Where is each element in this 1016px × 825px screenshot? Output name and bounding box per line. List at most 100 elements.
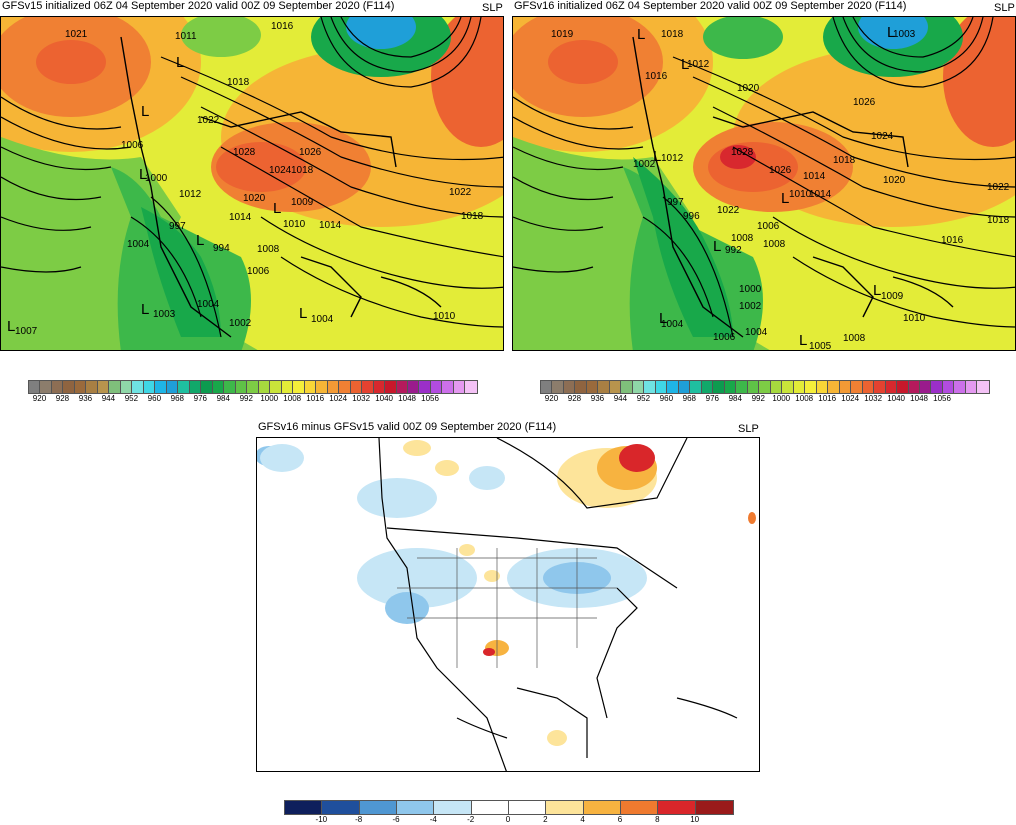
svg-text:L: L: [659, 310, 667, 327]
svg-text:1016: 1016: [271, 21, 294, 32]
variable-label-diff: SLP: [738, 423, 759, 435]
svg-text:L: L: [873, 282, 881, 299]
colorbar-tick-label: 0: [505, 815, 511, 824]
svg-text:1004: 1004: [661, 319, 684, 330]
colorbar-swatch: [874, 381, 886, 393]
slp-map-gfsv15-svg: 1021 1011 1016 1018 1022 1006 1000 1012 …: [1, 17, 503, 350]
colorbar-swatch: [965, 381, 978, 393]
colorbar-swatch: [270, 381, 282, 393]
colorbar-swatch: [359, 801, 397, 814]
svg-text:1014: 1014: [229, 212, 252, 223]
colorbar-tick-label: -10: [315, 815, 328, 824]
colorbar-tick-label: 984: [728, 394, 742, 403]
svg-text:1019: 1019: [551, 29, 574, 40]
colorbar-swatch: [598, 381, 610, 393]
colorbar-tick-label: 944: [101, 394, 116, 403]
colorbar-swatch: [839, 381, 852, 393]
colorbar-tick-label: 1008: [795, 394, 814, 403]
colorbar-swatch: [828, 381, 840, 393]
colorbar-tick-label: 1048: [910, 394, 928, 403]
svg-text:1008: 1008: [763, 239, 786, 250]
svg-text:1026: 1026: [853, 97, 876, 108]
colorbar-tick-label: 952: [636, 394, 651, 403]
colorbar-swatch: [453, 381, 466, 393]
colorbar-tick-label: 944: [613, 394, 628, 403]
colorbar-tick-label: -8: [355, 815, 363, 824]
colorbar-tick-label: 1040: [375, 394, 393, 403]
colorbar-tick-label: 960: [147, 394, 162, 403]
panel-title-gfsv16: GFSv16 initialized 06Z 04 September 2020…: [514, 0, 907, 12]
svg-text:1011: 1011: [175, 31, 197, 42]
colorbar-swatch: [316, 381, 328, 393]
svg-text:1010: 1010: [283, 219, 306, 230]
colorbar-swatch: [644, 381, 656, 393]
colorbar-swatch: [977, 381, 989, 393]
colorbar-tick-label: 1032: [864, 394, 883, 403]
colorbar-swatch: [373, 381, 386, 393]
svg-text:1018: 1018: [291, 165, 314, 176]
colorbar-swatch: [701, 381, 714, 393]
colorbar-swatch: [851, 381, 863, 393]
colorbar-swatch: [155, 381, 167, 393]
colorbar-tick-label: 1024: [841, 394, 860, 403]
svg-text:1002: 1002: [739, 301, 762, 312]
colorbar-swatch: [658, 801, 696, 814]
colorbar-tick-label: 6: [617, 815, 623, 824]
variable-label-gfsv16: SLP: [994, 2, 1015, 14]
svg-text:1006: 1006: [247, 266, 270, 277]
colorbar-tick-label: -6: [392, 815, 400, 824]
colorbar-swatch: [224, 381, 236, 393]
svg-text:L: L: [681, 56, 689, 73]
colorbar-swatch: [109, 381, 121, 393]
colorbar-tick-label: -4: [429, 815, 437, 824]
colorbar-swatch: [782, 381, 794, 393]
colorbar-swatch: [678, 381, 691, 393]
svg-text:L: L: [653, 148, 661, 165]
colorbar-swatch: [586, 381, 599, 393]
colorbar-swatch: [724, 381, 737, 393]
map-diff: [256, 437, 760, 772]
svg-text:L: L: [713, 238, 721, 255]
colorbar-swatch: [396, 381, 408, 393]
svg-text:1022: 1022: [717, 205, 740, 216]
svg-text:1024: 1024: [871, 131, 894, 142]
svg-text:1022: 1022: [197, 115, 220, 126]
svg-text:L: L: [799, 332, 807, 349]
svg-text:L: L: [299, 305, 307, 322]
colorbar-tick-label: 1048: [398, 394, 416, 403]
colorbar-swatch: [655, 381, 668, 393]
svg-text:1012: 1012: [661, 153, 684, 164]
svg-text:L: L: [7, 318, 15, 335]
colorbar-tick-label: 920: [544, 394, 559, 403]
colorbar-swatch: [327, 381, 340, 393]
svg-text:1020: 1020: [243, 193, 266, 204]
colorbar-swatch: [541, 381, 553, 393]
colorbar-diff: [284, 800, 734, 815]
panel-title-gfsv15: GFSv15 initialized 06Z 04 September 2020…: [2, 0, 395, 12]
svg-text:1022: 1022: [449, 187, 472, 198]
svg-text:1018: 1018: [987, 215, 1010, 226]
colorbar-swatch: [942, 381, 955, 393]
colorbar-swatch: [235, 381, 248, 393]
svg-text:L: L: [176, 54, 184, 71]
svg-text:1002: 1002: [633, 159, 656, 170]
colorbar-swatch: [304, 381, 317, 393]
colorbar-swatch: [430, 381, 443, 393]
colorbar-swatch: [931, 381, 943, 393]
colorbar-swatch: [97, 381, 110, 393]
svg-text:1018: 1018: [227, 77, 250, 88]
svg-text:L: L: [887, 24, 895, 41]
colorbar-slp-left-labels: 920 928 936 944 952 960 968 976 984 992 1000 1008 10…: [28, 394, 476, 404]
svg-text:1022: 1022: [987, 182, 1010, 193]
map-gfsv16: 1019 1018 1012 1016 1020 1026 1024 1028 …: [512, 16, 1016, 351]
colorbar-swatch: [546, 801, 584, 814]
svg-text:1012: 1012: [687, 59, 710, 70]
colorbar-tick-label: 976: [193, 394, 207, 403]
svg-text:1004: 1004: [745, 327, 768, 338]
colorbar-tick-label: 1016: [306, 394, 325, 403]
colorbar-tick-label: 2: [543, 815, 548, 824]
svg-text:L: L: [637, 26, 645, 43]
colorbar-tick-label: 8: [655, 815, 660, 824]
colorbar-diff-labels: -10 -8 -6 -4 -2 0 2 4 6 8 10: [284, 815, 732, 825]
colorbar-swatch: [713, 381, 725, 393]
